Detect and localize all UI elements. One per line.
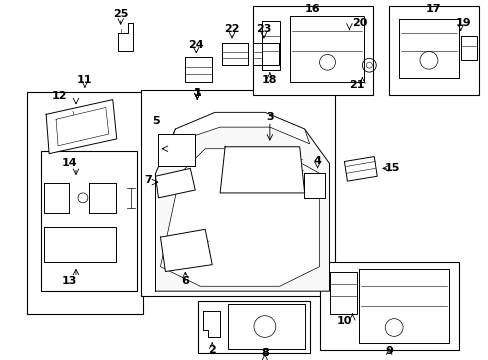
Polygon shape [303, 173, 324, 198]
Bar [27, 92, 142, 314]
Bar [319, 262, 458, 350]
Polygon shape [344, 157, 376, 181]
Polygon shape [46, 100, 117, 154]
Text: 8: 8 [261, 348, 268, 358]
Polygon shape [170, 112, 309, 144]
Polygon shape [220, 147, 304, 193]
Text: 18: 18 [262, 75, 277, 85]
Text: 1: 1 [193, 88, 201, 98]
Polygon shape [44, 227, 116, 262]
Text: 10: 10 [336, 316, 351, 326]
Polygon shape [56, 108, 108, 146]
Text: 12: 12 [51, 91, 67, 101]
Bar [388, 6, 478, 95]
Polygon shape [118, 23, 132, 50]
Polygon shape [262, 21, 279, 70]
Text: 24: 24 [188, 40, 203, 50]
Text: 1: 1 [193, 88, 201, 98]
Polygon shape [203, 311, 220, 337]
Polygon shape [160, 229, 212, 271]
Text: 14: 14 [61, 158, 77, 168]
Text: 23: 23 [256, 24, 271, 34]
Text: 8: 8 [261, 348, 268, 358]
Bar [252, 6, 372, 95]
Polygon shape [359, 269, 448, 343]
Polygon shape [89, 183, 116, 213]
Text: 2: 2 [208, 345, 216, 355]
Text: 22: 22 [224, 24, 239, 34]
Text: 19: 19 [455, 18, 470, 28]
Bar [41, 151, 136, 291]
Text: 9: 9 [385, 346, 392, 356]
Bar [198, 301, 309, 353]
Polygon shape [44, 183, 69, 213]
Text: 15: 15 [384, 163, 399, 174]
Polygon shape [155, 168, 195, 198]
Bar [141, 90, 335, 296]
Text: 20: 20 [351, 18, 366, 28]
Text: 13: 13 [61, 276, 77, 286]
Text: 16: 16 [304, 4, 320, 14]
Polygon shape [329, 271, 357, 314]
Text: 4: 4 [313, 156, 321, 166]
Polygon shape [155, 112, 329, 291]
Text: 21: 21 [349, 80, 365, 90]
Polygon shape [252, 42, 278, 65]
Polygon shape [398, 19, 458, 78]
Text: 7: 7 [144, 175, 152, 185]
Text: 25: 25 [113, 9, 128, 19]
Text: 6: 6 [181, 276, 189, 286]
Text: 1: 1 [193, 88, 201, 98]
Polygon shape [460, 36, 476, 60]
Text: 3: 3 [265, 112, 273, 122]
Polygon shape [160, 149, 319, 286]
Polygon shape [185, 57, 212, 82]
Text: 17: 17 [426, 4, 441, 14]
Polygon shape [227, 304, 304, 349]
Text: 5: 5 [151, 116, 159, 126]
Polygon shape [222, 42, 247, 65]
Polygon shape [289, 16, 364, 82]
Polygon shape [158, 134, 195, 166]
Text: 11: 11 [77, 75, 92, 85]
